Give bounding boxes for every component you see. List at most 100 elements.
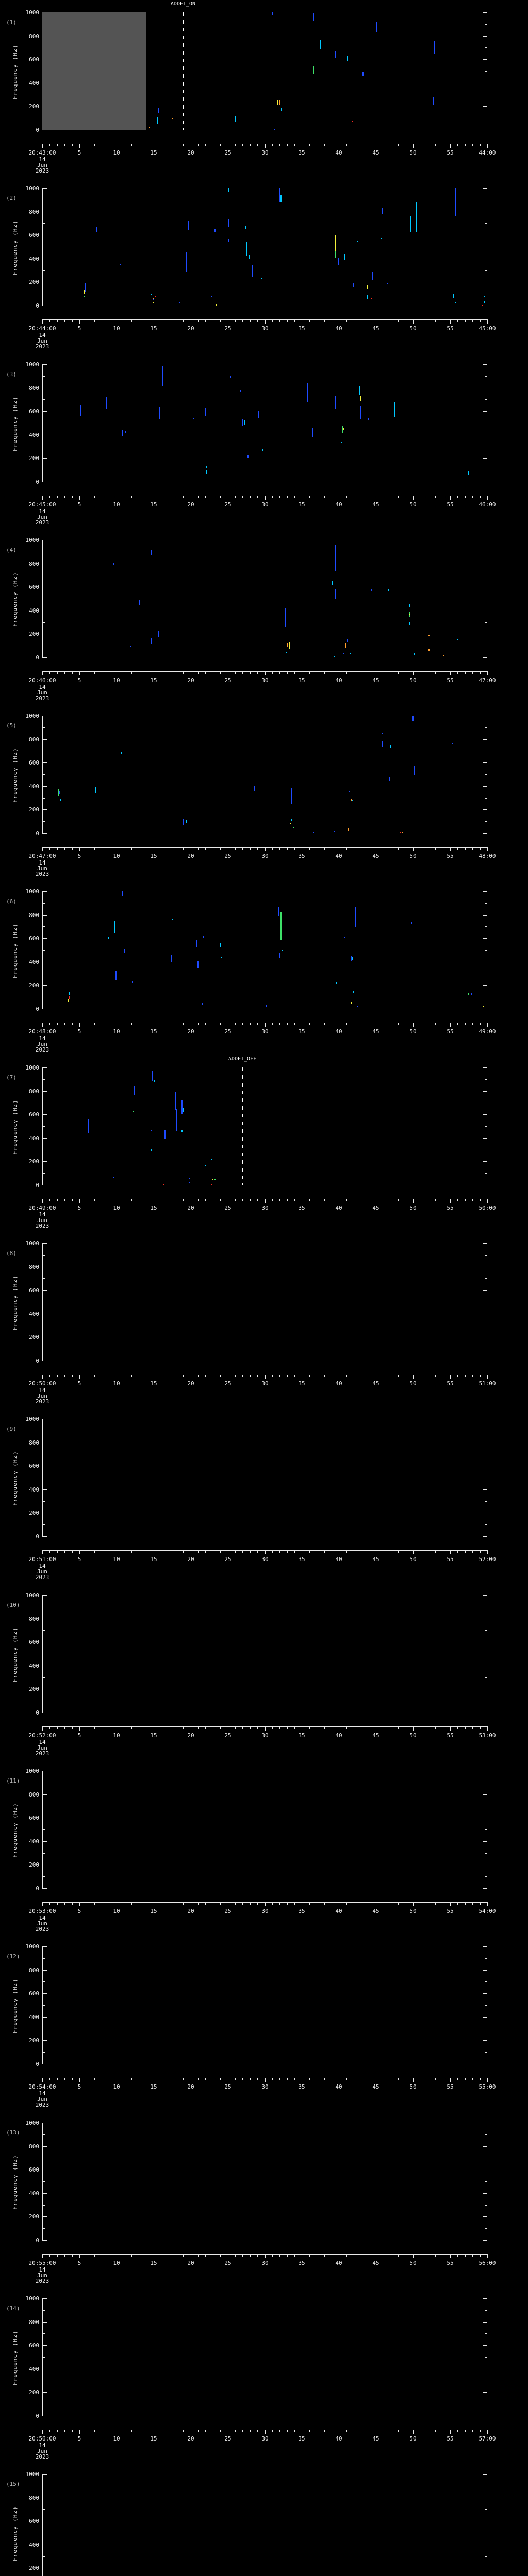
freq-tick-right xyxy=(483,2240,487,2241)
time-tick xyxy=(294,320,295,322)
time-tick xyxy=(57,1727,58,1729)
time-tick-label: 25 xyxy=(224,325,232,332)
time-tick xyxy=(235,144,236,146)
time-axis-line xyxy=(42,1902,488,1903)
time-tick xyxy=(450,1551,451,1554)
time-tick xyxy=(220,144,221,146)
freq-tick-right xyxy=(483,1489,487,1490)
freq-tick-left xyxy=(43,2298,47,2299)
time-tick xyxy=(235,1551,236,1553)
time-tick xyxy=(487,1023,488,1027)
date-line: 14 xyxy=(39,1739,46,1745)
time-tick xyxy=(57,848,58,850)
freq-tick-left xyxy=(43,1841,47,1842)
freq-tick-label: 200 xyxy=(29,1861,39,1868)
time-tick xyxy=(250,672,251,674)
y-axis-line-left xyxy=(42,1419,43,1537)
time-start-label: 20:52:00 xyxy=(28,1732,56,1739)
detection-segment xyxy=(372,272,373,280)
time-tick-label: 35 xyxy=(298,149,305,156)
detection-segment xyxy=(387,283,388,284)
time-tick xyxy=(472,1023,473,1025)
time-tick xyxy=(465,1375,466,1377)
time-tick-label: 55 xyxy=(447,1380,454,1387)
time-tick xyxy=(472,848,473,850)
time-tick xyxy=(309,496,310,498)
time-tick xyxy=(79,1551,80,1554)
time-tick-label: 35 xyxy=(298,2083,305,2090)
freq-tick-right xyxy=(485,2205,487,2206)
detection-segment xyxy=(203,936,204,938)
time-tick-label: 45 xyxy=(372,853,380,859)
detection-segment xyxy=(164,1130,166,1139)
date-line: Jun xyxy=(37,865,47,872)
time-tick-label: 55 xyxy=(447,1556,454,1563)
y-axis-line-left xyxy=(42,364,43,482)
time-tick xyxy=(198,1903,199,1905)
time-tick xyxy=(398,2078,399,2080)
date-line: Jun xyxy=(37,337,47,344)
freq-tick-left xyxy=(43,915,47,916)
time-tick xyxy=(79,2430,80,2434)
detection-segment xyxy=(88,1119,89,1133)
freq-tick-right xyxy=(485,727,487,728)
time-tick xyxy=(287,1903,288,1905)
panel-index-label: (15) xyxy=(6,2481,20,2487)
time-tick xyxy=(72,672,73,674)
time-tick xyxy=(487,848,488,851)
time-start-label: 20:56:00 xyxy=(28,2435,56,2442)
time-tick xyxy=(257,320,258,322)
date-line: 14 xyxy=(39,684,46,690)
detection-segment xyxy=(382,741,383,747)
time-tick-label: 10 xyxy=(113,501,120,508)
time-tick xyxy=(220,1199,221,1201)
detection-segment xyxy=(360,396,361,401)
time-tick xyxy=(398,848,399,850)
time-tick xyxy=(413,2078,414,2082)
freq-tick-right xyxy=(485,2357,487,2358)
freq-tick-label: 400 xyxy=(29,2190,39,2197)
detection-segment xyxy=(95,787,96,793)
time-tick xyxy=(235,848,236,850)
time-tick xyxy=(57,144,58,146)
detection-segment xyxy=(59,791,60,794)
panel-index-label: (14) xyxy=(6,2305,20,2312)
time-tick-label: 10 xyxy=(113,1556,120,1563)
time-tick-label: 25 xyxy=(224,1028,232,1035)
freq-tick-left xyxy=(43,1173,45,1174)
time-tick xyxy=(64,1375,65,1377)
time-tick-label: 40 xyxy=(335,2083,342,2090)
time-tick xyxy=(413,2430,414,2434)
time-tick xyxy=(480,2430,481,2432)
date-line: 2023 xyxy=(35,519,50,526)
detection-segment xyxy=(205,408,206,416)
time-axis-line xyxy=(42,671,488,672)
time-tick xyxy=(346,1727,347,1729)
detection-segment xyxy=(114,921,116,933)
time-tick-label: 20 xyxy=(187,853,194,859)
date-line: 2023 xyxy=(35,1750,50,1757)
time-tick xyxy=(272,2078,273,2080)
time-tick xyxy=(205,1199,206,1201)
y-axis-line-left xyxy=(42,2298,43,2416)
time-tick-label: 20 xyxy=(187,1908,194,1914)
no-data-mask xyxy=(42,12,146,130)
freq-tick-label: 400 xyxy=(29,2366,39,2372)
time-tick xyxy=(465,1551,466,1553)
detection-segment xyxy=(334,656,335,657)
detection-segment xyxy=(134,1086,135,1095)
time-tick-label: 30 xyxy=(261,1732,269,1739)
time-tick xyxy=(257,1199,258,1201)
freq-tick-left xyxy=(43,1091,47,1092)
detection-segment xyxy=(69,996,70,999)
detection-segment xyxy=(313,13,314,21)
time-tick-label: 25 xyxy=(224,1732,232,1739)
date-line: Jun xyxy=(37,2448,47,2454)
time-tick xyxy=(235,2255,236,2257)
time-tick xyxy=(287,848,288,850)
date-line: 14 xyxy=(39,2090,46,2097)
freq-tick-right xyxy=(483,36,487,37)
freq-tick-left xyxy=(43,2310,45,2311)
time-tick-label: 20 xyxy=(187,1732,194,1739)
freq-tick-right xyxy=(485,2509,487,2510)
